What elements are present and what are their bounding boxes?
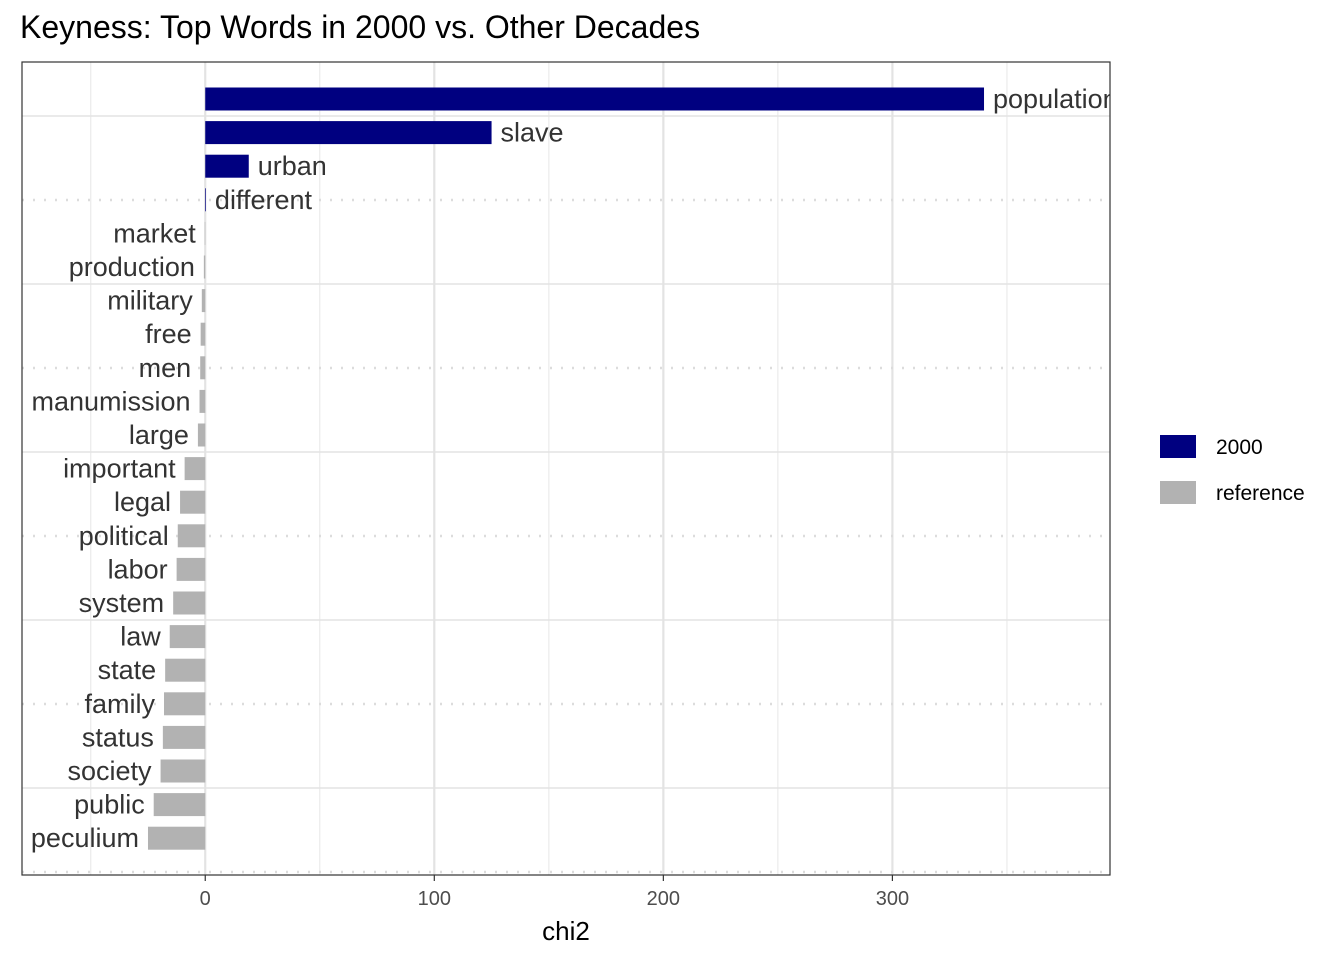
bar-slave (205, 121, 492, 145)
bar-label-slave: slave (501, 118, 564, 148)
bar-label-different: different (215, 185, 313, 215)
x-axis-title: chi2 (542, 916, 590, 946)
x-axis: 0 100 200 300 (200, 875, 909, 910)
bar-labor (176, 557, 206, 581)
x-tick-label: 300 (876, 888, 909, 910)
x-tick-label: 0 (200, 888, 211, 910)
bar-society (160, 759, 206, 783)
bar-system (173, 591, 206, 615)
bars-layer (147, 87, 985, 850)
bar-large (197, 423, 206, 447)
legend-label-2000: 2000 (1216, 436, 1263, 459)
bar-label-political: political (79, 521, 169, 551)
x-tick-label: 200 (647, 888, 680, 910)
bar-label-production: production (69, 252, 195, 282)
bar-production (203, 255, 206, 279)
bar-label-society: society (68, 756, 153, 786)
bar-public (153, 793, 206, 817)
bar-label-market: market (113, 218, 196, 248)
bar-label-legal: legal (114, 487, 171, 517)
bar-manumission (199, 389, 206, 413)
bar-label-urban: urban (258, 151, 327, 181)
bar-free (200, 322, 206, 346)
bar-population (205, 87, 985, 111)
bar-label-peculium: peculium (31, 823, 139, 853)
bar-important (184, 457, 206, 481)
bar-label-military: military (107, 286, 193, 316)
bar-different (205, 188, 206, 212)
bar-status (162, 725, 206, 749)
bar-label-men: men (139, 353, 192, 383)
bar-urban (205, 154, 249, 178)
bar-family (164, 692, 206, 716)
bar-label-family: family (84, 689, 155, 719)
bar-label-state: state (98, 655, 157, 685)
chart-title: Keyness: Top Words in 2000 vs. Other Dec… (20, 9, 700, 45)
bar-label-large: large (129, 420, 189, 450)
bar-label-important: important (63, 454, 176, 484)
bar-military (201, 289, 206, 313)
bar-legal (180, 490, 206, 514)
bar-men (200, 356, 206, 380)
bar-label-manumission: manumission (31, 386, 190, 416)
legend-key-reference (1160, 481, 1196, 504)
bar-law (169, 625, 206, 649)
legend-key-2000 (1160, 435, 1196, 458)
bar-labels-layer: population slave urban different market produ… (31, 84, 1118, 853)
bar-label-system: system (79, 588, 165, 618)
bar-label-law: law (120, 622, 161, 652)
bar-political (177, 524, 206, 548)
bar-state (165, 658, 206, 682)
bar-label-population: population (993, 84, 1118, 114)
x-tick-label: 100 (418, 888, 451, 910)
legend: 2000 reference (1160, 435, 1305, 505)
bar-label-status: status (82, 722, 154, 752)
legend-label-reference: reference (1216, 482, 1305, 505)
bar-label-public: public (74, 790, 145, 820)
bar-label-free: free (145, 319, 192, 349)
panel-border (21, 61, 1111, 876)
bar-label-labor: labor (108, 554, 168, 584)
bar-peculium (147, 826, 206, 850)
